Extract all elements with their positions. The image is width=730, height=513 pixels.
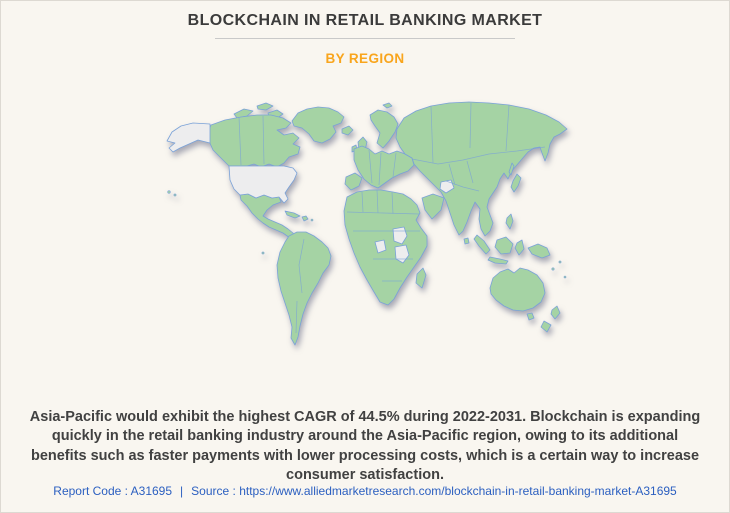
map-iberia <box>344 172 363 191</box>
title-divider <box>215 38 515 39</box>
map-small-island <box>563 275 567 279</box>
map-gray-country-central-asia <box>439 179 455 194</box>
map-cuba <box>284 210 301 219</box>
map-borneo <box>494 236 514 255</box>
map-small-island <box>551 267 555 271</box>
map-iceland <box>341 125 354 136</box>
map-new-zealand <box>540 320 552 333</box>
world-map <box>141 87 601 383</box>
map-new-guinea <box>527 243 551 259</box>
map-south-america <box>276 231 332 346</box>
summary-text: Asia-Pacific would exhibit the highest C… <box>29 408 701 484</box>
map-sakhalin <box>508 162 515 176</box>
map-asia <box>395 101 568 237</box>
map-europe <box>353 145 415 189</box>
world-map-svg <box>166 101 568 346</box>
map-small-island <box>310 218 314 222</box>
map-scandinavia <box>369 109 399 149</box>
map-small-island <box>167 190 171 194</box>
map-sri-lanka <box>463 237 470 245</box>
map-country-borders <box>411 102 546 192</box>
map-small-island <box>173 193 177 197</box>
map-country-borders <box>368 149 397 186</box>
map-philippines <box>505 213 514 230</box>
map-tasmania <box>526 312 535 321</box>
map-greenland <box>291 106 345 144</box>
source-link[interactable]: Source : https://www.alliedmarketresearc… <box>191 484 677 498</box>
footer: Report Code : A31695 | Source : https://ww… <box>1 484 729 498</box>
map-small-island <box>558 260 562 264</box>
map-gray-country-africa <box>374 239 387 254</box>
footer-separator: | <box>180 484 184 498</box>
map-small-island <box>261 251 265 255</box>
map-australia <box>489 267 546 312</box>
map-java <box>487 256 509 265</box>
map-country-borders <box>238 115 265 166</box>
map-arctic-island <box>256 102 274 111</box>
map-hispaniola <box>301 215 309 222</box>
page-title: BLOCKCHAIN IN RETAIL BANKING MARKET <box>187 12 543 29</box>
map-japan <box>510 173 522 193</box>
map-sulawesi <box>514 239 525 256</box>
map-sumatra <box>473 234 491 255</box>
map-arabia <box>421 193 445 220</box>
subtitle-by-region: BY REGION <box>325 51 405 66</box>
map-arctic-island <box>233 108 254 119</box>
map-alaska <box>166 122 211 153</box>
map-madagascar <box>415 267 427 289</box>
map-svalbard <box>382 102 393 109</box>
report-code: Report Code : A31695 <box>53 484 173 498</box>
map-usa <box>228 165 298 204</box>
map-new-zealand <box>550 305 561 320</box>
map-country-borders <box>346 189 420 282</box>
map-canada <box>207 114 301 168</box>
map-country-borders <box>295 238 305 334</box>
